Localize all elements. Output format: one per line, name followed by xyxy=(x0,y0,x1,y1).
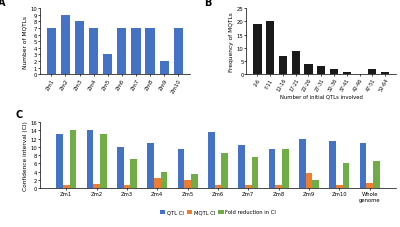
Y-axis label: Confidence interval (CI): Confidence interval (CI) xyxy=(23,121,28,190)
Bar xyxy=(279,57,287,75)
Bar xyxy=(368,70,376,75)
Bar xyxy=(100,135,106,188)
Bar xyxy=(330,70,338,75)
Bar xyxy=(86,131,93,188)
Bar xyxy=(117,29,126,75)
Text: C: C xyxy=(15,109,22,119)
Bar xyxy=(299,139,306,188)
Bar xyxy=(208,133,215,188)
Bar xyxy=(245,185,252,188)
Bar xyxy=(275,185,282,188)
Bar xyxy=(360,143,366,188)
Bar xyxy=(117,147,124,188)
Y-axis label: Number of MQTLs: Number of MQTLs xyxy=(23,16,28,68)
Bar xyxy=(304,64,312,75)
Bar xyxy=(238,145,245,188)
Bar xyxy=(342,72,351,75)
Bar xyxy=(154,178,161,188)
Bar xyxy=(63,185,70,188)
Bar xyxy=(253,25,262,75)
Bar xyxy=(93,184,100,188)
Bar xyxy=(366,183,373,188)
Bar xyxy=(124,185,130,188)
Bar xyxy=(147,143,154,188)
Text: B: B xyxy=(204,0,212,8)
Bar xyxy=(75,22,84,75)
Bar xyxy=(160,62,169,75)
Bar xyxy=(312,180,319,188)
Bar xyxy=(161,172,167,188)
Bar xyxy=(306,173,312,188)
Bar xyxy=(343,164,350,188)
Bar xyxy=(330,141,336,188)
Bar xyxy=(131,29,140,75)
Bar xyxy=(266,22,274,75)
Bar xyxy=(61,16,70,75)
Bar xyxy=(70,131,76,188)
Bar xyxy=(89,29,98,75)
Bar xyxy=(184,180,191,188)
Bar xyxy=(130,160,137,188)
Bar xyxy=(47,29,56,75)
Bar xyxy=(178,149,184,188)
Bar xyxy=(103,55,112,75)
Bar xyxy=(221,153,228,188)
Bar xyxy=(252,158,258,188)
Legend: QTL CI, MQTL CI, Fold reduction in CI: QTL CI, MQTL CI, Fold reduction in CI xyxy=(160,210,276,215)
Bar xyxy=(146,29,154,75)
Bar xyxy=(269,149,275,188)
Text: A: A xyxy=(0,0,6,8)
Bar xyxy=(191,174,198,188)
Bar xyxy=(174,29,183,75)
Bar xyxy=(317,67,325,75)
Bar xyxy=(336,185,343,188)
Bar xyxy=(292,51,300,75)
X-axis label: Number of initial QTLs involved: Number of initial QTLs involved xyxy=(280,94,363,99)
Bar xyxy=(373,162,380,188)
Bar xyxy=(381,72,389,75)
Y-axis label: Frequency of MQTLs: Frequency of MQTLs xyxy=(229,12,234,72)
Bar xyxy=(56,135,63,188)
Bar xyxy=(282,149,289,188)
Bar xyxy=(215,185,221,188)
